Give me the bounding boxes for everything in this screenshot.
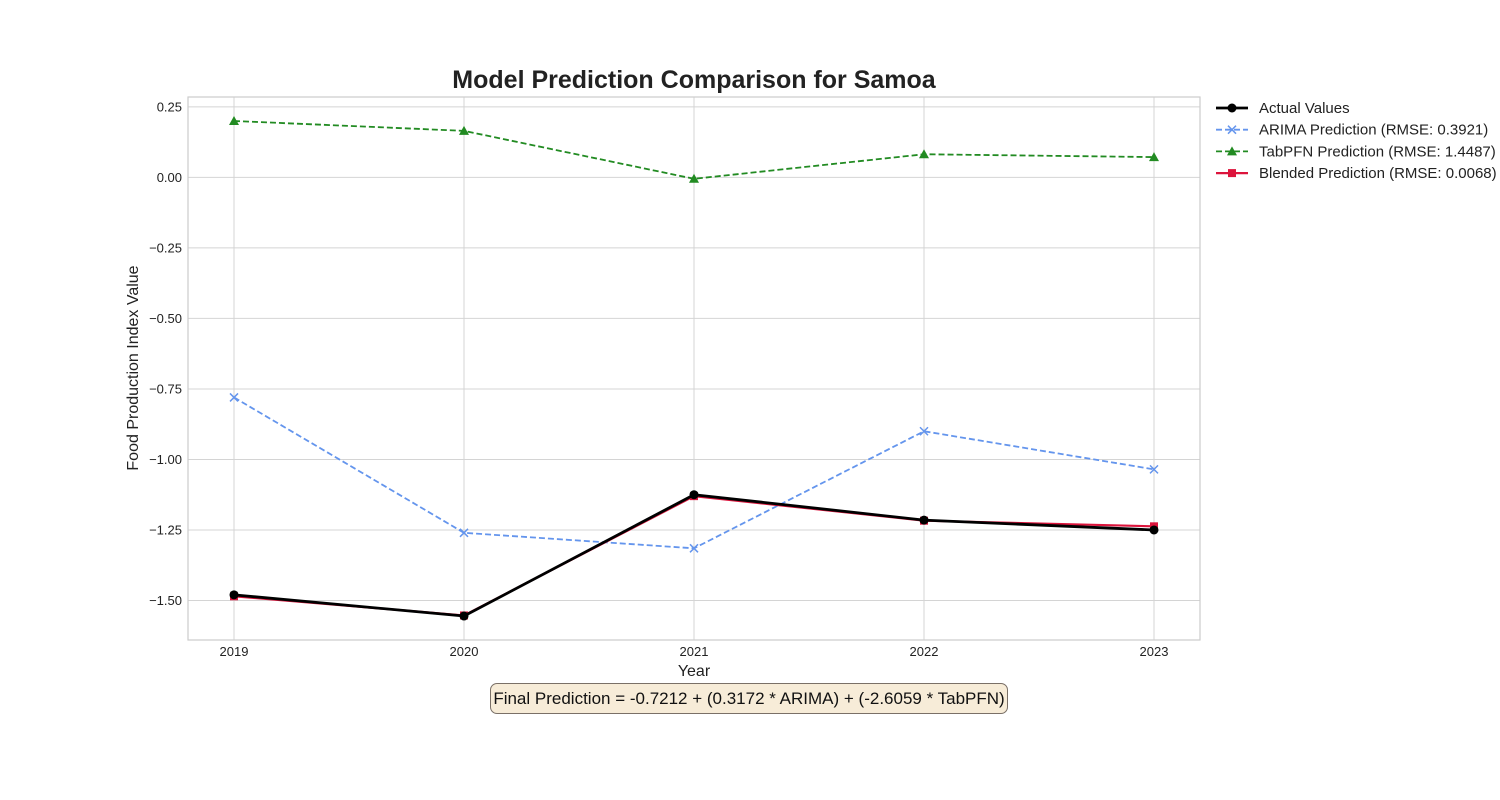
series-arima-point xyxy=(919,426,929,436)
series-layer xyxy=(229,115,1159,621)
y-tick-label: −0.50 xyxy=(149,311,182,326)
legend-marker xyxy=(1227,146,1237,156)
series-tabpfn-point xyxy=(459,125,469,135)
series-actual-point xyxy=(229,590,239,600)
x-tick-labels: 2019 2020 2021 2022 2023 xyxy=(220,644,1169,659)
legend-item: Blended Prediction (RMSE: 0.0068) xyxy=(1216,165,1497,182)
x-tick-label: 2020 xyxy=(450,644,479,659)
legend: Actual Values ARIMA Prediction (RMSE: 0.3… xyxy=(1216,100,1497,182)
series-arima-point xyxy=(1149,464,1159,474)
legend-label: TabPFN Prediction (RMSE: 1.4487) xyxy=(1259,143,1496,160)
legend-label: Blended Prediction (RMSE: 0.0068) xyxy=(1259,165,1497,182)
y-tick-label: −1.00 xyxy=(149,452,182,467)
y-axis-label: Food Production Index Value xyxy=(125,265,142,470)
series-actual-point xyxy=(919,515,929,525)
y-tick-label: 0.25 xyxy=(157,99,182,114)
series-actual-point xyxy=(459,611,469,621)
y-tick-label: −0.25 xyxy=(149,240,182,255)
legend-item: TabPFN Prediction (RMSE: 1.4487) xyxy=(1216,143,1496,160)
x-tick-label: 2023 xyxy=(1140,644,1169,659)
chart-title: Model Prediction Comparison for Samoa xyxy=(452,66,936,94)
series-arima-point xyxy=(229,392,239,402)
series-tabpfn-point xyxy=(229,115,239,125)
legend-label: Actual Values xyxy=(1259,100,1350,117)
x-tick-label: 2021 xyxy=(680,644,709,659)
y-tick-label: −1.25 xyxy=(149,522,182,537)
legend-item: Actual Values xyxy=(1216,100,1350,117)
y-tick-label: −1.50 xyxy=(149,593,182,608)
series-actual xyxy=(229,490,1159,621)
formula-annotation: Final Prediction = -0.7212 + (0.3172 * A… xyxy=(490,683,1008,714)
legend-marker xyxy=(1227,125,1237,135)
series-actual-point xyxy=(689,490,699,500)
legend-item: ARIMA Prediction (RMSE: 0.3921) xyxy=(1216,122,1488,139)
x-axis-label: Year xyxy=(678,663,711,680)
y-tick-label: −0.75 xyxy=(149,381,182,396)
series-tabpfn-point xyxy=(689,173,699,183)
series-arima-point xyxy=(689,543,699,553)
series-actual-point xyxy=(1149,525,1159,535)
series-tabpfn-line xyxy=(233,120,1155,180)
x-tick-label: 2019 xyxy=(220,644,249,659)
legend-label: ARIMA Prediction (RMSE: 0.3921) xyxy=(1259,122,1488,139)
legend-marker xyxy=(1227,103,1237,113)
y-tick-labels: 0.25 0.00 −0.25 −0.50 −0.75 −1.00 −1.25 −1.50 xyxy=(149,99,182,608)
x-tick-label: 2022 xyxy=(910,644,939,659)
series-tabpfn-point xyxy=(1149,152,1159,162)
series-arima xyxy=(229,392,1159,553)
plot-frame xyxy=(187,96,1201,641)
series-arima-point xyxy=(459,528,469,538)
y-tick-label: 0.00 xyxy=(157,170,182,185)
grid-lines xyxy=(188,97,1200,640)
legend-marker xyxy=(1228,169,1236,178)
series-tabpfn xyxy=(229,115,1159,183)
series-tabpfn-point xyxy=(919,149,929,159)
